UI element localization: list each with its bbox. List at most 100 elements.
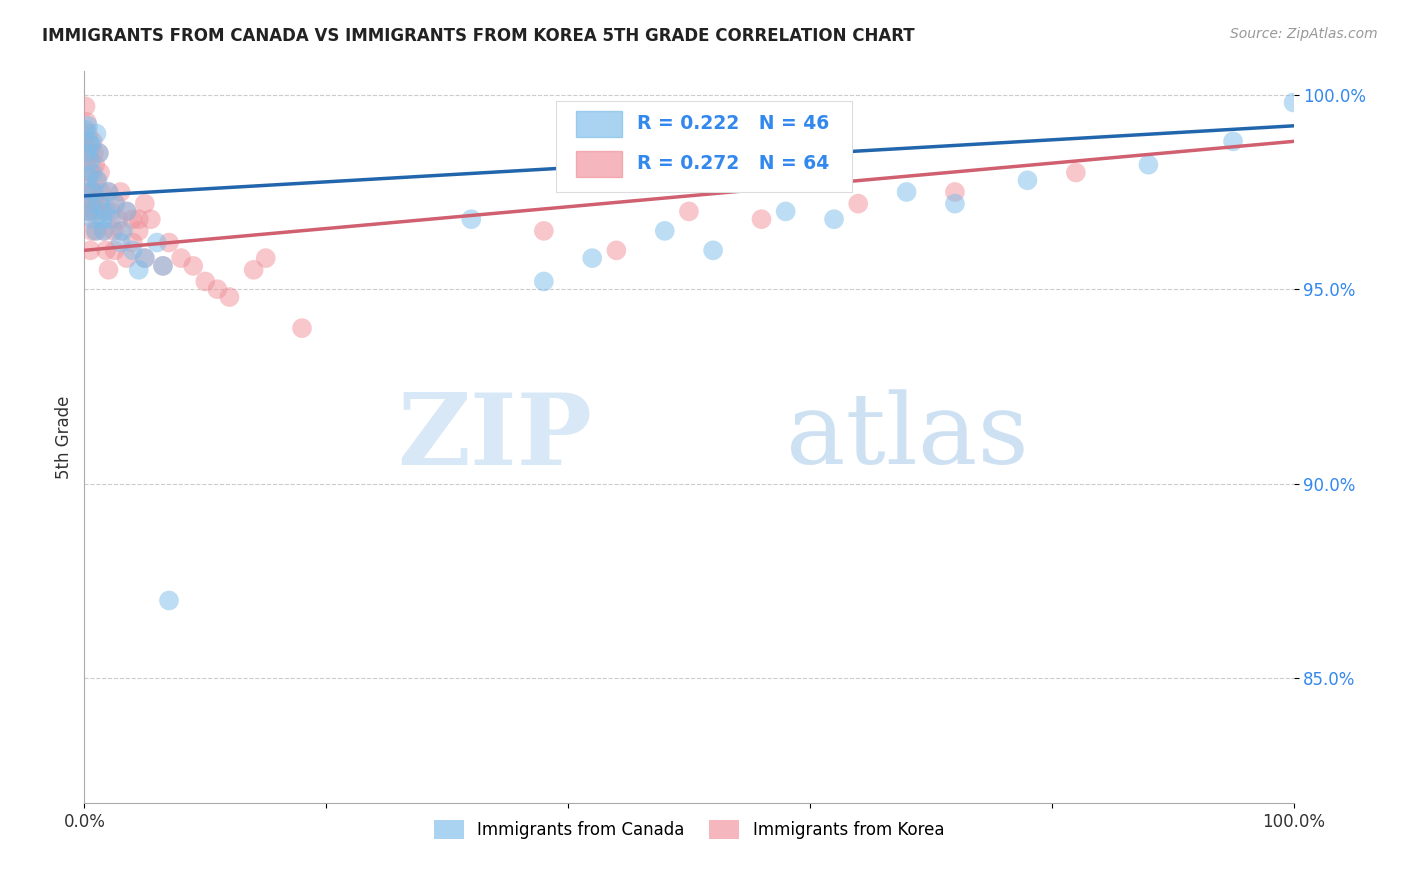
Point	[157, 593, 180, 607]
Point	[87, 146, 110, 161]
Point	[157, 235, 180, 250]
Point	[86, 224, 108, 238]
Point	[80, 224, 103, 238]
Point	[93, 224, 115, 238]
Point	[77, 185, 100, 199]
Point	[152, 259, 174, 273]
Point	[80, 196, 103, 211]
Point	[103, 224, 125, 238]
Point	[79, 204, 101, 219]
Point	[291, 321, 314, 335]
Point	[1064, 165, 1087, 179]
Point	[242, 262, 264, 277]
Point	[77, 135, 100, 149]
Point	[75, 122, 97, 136]
Point	[943, 185, 966, 199]
Point	[89, 196, 111, 211]
Point	[75, 135, 97, 149]
Point	[79, 165, 101, 179]
Point	[152, 259, 174, 273]
Point	[678, 204, 700, 219]
Point	[77, 119, 100, 133]
Point	[77, 127, 100, 141]
Point	[605, 244, 627, 258]
Point	[97, 262, 120, 277]
Point	[846, 196, 869, 211]
Bar	[576, 151, 623, 178]
Point	[79, 244, 101, 258]
Point	[82, 185, 104, 199]
Point	[775, 204, 797, 219]
Point	[943, 196, 966, 211]
Point	[218, 290, 240, 304]
Point	[115, 204, 138, 219]
Point	[194, 275, 217, 289]
Point	[79, 204, 101, 219]
Point	[751, 212, 773, 227]
Point	[82, 212, 104, 227]
Text: ZIP: ZIP	[398, 389, 592, 485]
Point	[86, 173, 108, 187]
Point	[90, 185, 112, 199]
Point	[86, 196, 108, 211]
Point	[84, 204, 107, 219]
Point	[107, 212, 129, 227]
Point	[104, 244, 127, 258]
Point	[77, 146, 100, 161]
Point	[121, 212, 143, 227]
Point	[460, 212, 482, 227]
Point	[134, 196, 156, 211]
Y-axis label: 5th Grade: 5th Grade	[55, 395, 73, 479]
Point	[115, 251, 138, 265]
Point	[128, 212, 150, 227]
Point	[702, 244, 724, 258]
Bar	[576, 111, 623, 137]
Point	[77, 169, 100, 184]
Point	[86, 173, 108, 187]
Point	[86, 127, 108, 141]
Text: R = 0.272   N = 64: R = 0.272 N = 64	[637, 154, 830, 173]
Legend: Immigrants from Canada, Immigrants from Korea: Immigrants from Canada, Immigrants from …	[427, 814, 950, 846]
Point	[100, 204, 122, 219]
Point	[83, 185, 105, 199]
Point	[121, 235, 143, 250]
Text: Source: ZipAtlas.com: Source: ZipAtlas.com	[1230, 27, 1378, 41]
Point	[83, 146, 105, 161]
Point	[104, 196, 127, 211]
Point	[89, 165, 111, 179]
Point	[181, 259, 204, 273]
Point	[79, 153, 101, 168]
Point	[654, 224, 676, 238]
Point	[896, 185, 918, 199]
Point	[533, 275, 555, 289]
Point	[82, 135, 104, 149]
Point	[128, 262, 150, 277]
Point	[100, 212, 122, 227]
Point	[87, 146, 110, 161]
Point	[76, 115, 98, 129]
Point	[91, 212, 114, 227]
Point	[94, 204, 117, 219]
Point	[128, 224, 150, 238]
Point	[93, 224, 115, 238]
Point	[110, 185, 132, 199]
Point	[121, 244, 143, 258]
Point	[110, 235, 132, 250]
Point	[75, 99, 97, 113]
Point	[77, 196, 100, 211]
Point	[112, 224, 135, 238]
Point	[1282, 95, 1305, 110]
Point	[82, 165, 104, 179]
Point	[83, 193, 105, 207]
Text: IMMIGRANTS FROM CANADA VS IMMIGRANTS FROM KOREA 5TH GRADE CORRELATION CHART: IMMIGRANTS FROM CANADA VS IMMIGRANTS FRO…	[42, 27, 915, 45]
Text: atlas: atlas	[786, 389, 1028, 485]
Point	[1137, 158, 1160, 172]
Point	[76, 146, 98, 161]
Point	[80, 185, 103, 199]
Text: R = 0.222   N = 46: R = 0.222 N = 46	[637, 114, 830, 133]
FancyBboxPatch shape	[555, 101, 852, 192]
Point	[146, 235, 169, 250]
Point	[77, 173, 100, 187]
Point	[94, 244, 117, 258]
Point	[533, 224, 555, 238]
